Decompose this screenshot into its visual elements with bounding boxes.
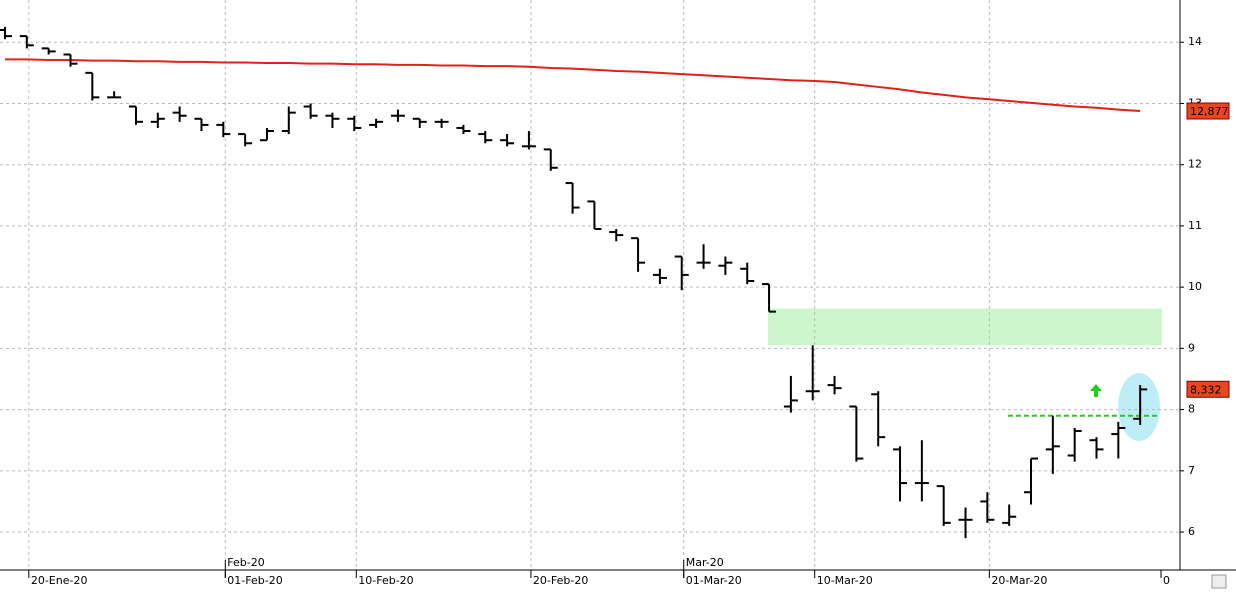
month-label: Feb-20	[227, 556, 264, 569]
ohlc-bar	[718, 256, 733, 275]
ohlc-bar	[194, 117, 209, 132]
x-tick-label: 10-Feb-20	[358, 574, 413, 587]
ohlc-bar	[128, 105, 143, 125]
x-tick-label: 01-Mar-20	[686, 574, 742, 587]
ohlc-bar	[238, 133, 253, 147]
ohlc-bar	[1024, 457, 1039, 505]
ohlc-bar	[762, 283, 777, 313]
price-label-box	[1186, 102, 1230, 120]
ohlc-bar	[63, 53, 78, 67]
ohlc-bar	[281, 106, 296, 135]
ohlc-bar	[893, 446, 908, 502]
month-label: Mar-20	[686, 556, 724, 569]
ohlc-bar	[303, 103, 318, 119]
ohlc-bar	[1089, 437, 1104, 459]
ohlc-bar	[1133, 385, 1148, 425]
price-label-box	[1186, 380, 1230, 398]
ohlc-bar	[543, 148, 558, 171]
up-arrow	[1090, 384, 1102, 397]
ohlc-bar	[521, 131, 536, 150]
ohlc-bar	[259, 127, 274, 142]
ohlc-bar	[936, 485, 951, 526]
ohlc-bar	[1111, 421, 1126, 459]
ohlc-bar	[0, 26, 12, 40]
x-tick-label: 01-Feb-20	[227, 574, 282, 587]
ohlc-bar	[587, 200, 602, 230]
ohlc-bar	[456, 124, 471, 135]
ohlc-bar	[216, 121, 231, 138]
ohlc-bar	[478, 131, 493, 144]
x-tick-label: 20-Ene-20	[31, 574, 88, 587]
ohlc-bar	[1067, 427, 1082, 462]
ohlc-bar	[696, 244, 711, 269]
y-tick-label: 8	[1188, 403, 1195, 416]
ohlc-bar	[565, 182, 580, 214]
y-tick-label: 10	[1188, 280, 1202, 293]
ohlc-bar	[740, 262, 755, 285]
price-label: 12,877	[1190, 105, 1229, 118]
ohlc-bar	[871, 391, 886, 447]
ohlc-bar	[827, 375, 842, 395]
ohlc-bar	[369, 118, 384, 128]
highlight-ellipse	[1118, 373, 1160, 441]
ohlc-bar	[150, 112, 165, 128]
ohlc-bar	[19, 35, 34, 49]
y-tick-label: 14	[1188, 35, 1202, 48]
x-tick-label: 20-Feb-20	[533, 574, 588, 587]
ohlc-bar	[1045, 415, 1060, 474]
ohlc-bar	[631, 237, 646, 272]
zone	[768, 308, 1162, 346]
x-edge-label: 0	[1163, 574, 1170, 587]
ohlc-bar	[412, 117, 427, 128]
ohlc-bar	[500, 134, 515, 147]
y-tick-label: 9	[1188, 341, 1195, 354]
ohlc-bar	[390, 109, 405, 122]
ohlc-bar	[849, 405, 864, 462]
ohlc-bar	[85, 71, 100, 101]
x-tick-label: 10-Mar-20	[817, 574, 873, 587]
y-tick-label: 7	[1188, 464, 1195, 477]
ohlc-bar	[609, 228, 624, 242]
ohlc-bar	[805, 345, 820, 401]
moving-average	[5, 58, 1141, 112]
price-label: 8,332	[1190, 383, 1222, 396]
ohlc-bar	[914, 440, 929, 502]
ohlc-bar	[783, 375, 798, 413]
ohlc-bar	[434, 118, 449, 128]
ohlc-bar	[172, 106, 187, 122]
ohlc-bar	[325, 112, 340, 128]
ohlc-bar	[107, 91, 122, 99]
y-tick-label: 12	[1188, 158, 1202, 171]
ohlc-bar	[41, 47, 56, 55]
y-tick-label: 6	[1188, 525, 1195, 538]
ohlc-bar	[980, 492, 995, 523]
ohlc-bar	[1002, 504, 1017, 526]
ohlc-bar	[347, 115, 362, 132]
corner-icon	[1211, 574, 1227, 589]
ohlc-bar	[674, 255, 689, 291]
x-tick-label: 20-Mar-20	[991, 574, 1047, 587]
ohlc-bar	[958, 507, 973, 539]
ohlc-bar	[652, 268, 667, 285]
y-tick-label: 11	[1188, 219, 1202, 232]
